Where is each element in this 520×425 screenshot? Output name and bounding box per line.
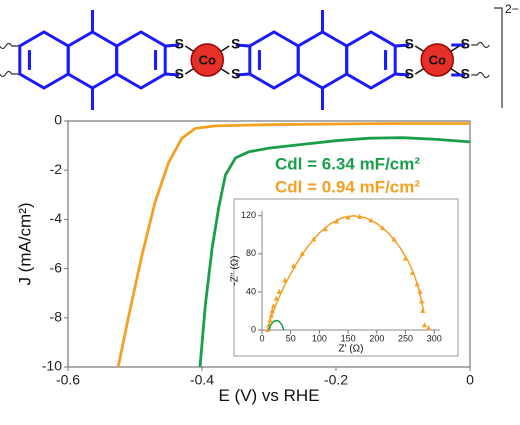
y-tick-label: 120 xyxy=(241,210,256,220)
y-tick-label: -6 xyxy=(50,259,63,275)
y-tick-label: -8 xyxy=(50,309,63,325)
series-line xyxy=(268,319,285,331)
x-tick-label: -0.4 xyxy=(190,372,214,388)
y-tick-label: -4 xyxy=(50,210,63,226)
point xyxy=(299,250,305,256)
x-tick-label: 0 xyxy=(466,372,474,388)
cobalt-label: Co xyxy=(429,52,446,67)
x-axis-label: E (V) vs RHE xyxy=(218,386,319,405)
y-axis-label: -Z'' (Ω) xyxy=(230,255,241,285)
sulfur-label: S xyxy=(461,36,470,52)
cobalt xyxy=(190,43,224,77)
x-axis-label: Z' (Ω) xyxy=(339,344,364,355)
point xyxy=(425,325,432,331)
x-tick-label: -0.2 xyxy=(324,372,348,388)
charge: 2− xyxy=(505,2,519,16)
y-tick-label: -10 xyxy=(42,358,62,374)
ring xyxy=(248,30,300,90)
ring xyxy=(296,30,349,90)
wavy-bond xyxy=(0,42,20,50)
x-tick-label: 300 xyxy=(427,333,442,343)
ring xyxy=(66,30,119,90)
series-line xyxy=(266,215,425,331)
x-tick-label: -0.6 xyxy=(56,372,80,388)
series-line xyxy=(198,136,471,368)
point xyxy=(421,322,428,328)
cobalt-label: Co xyxy=(199,52,216,67)
sulfur-label: S xyxy=(405,36,414,52)
legend-entry: Cdl = 0.94 mF/cm² xyxy=(275,177,420,196)
bond xyxy=(165,72,180,77)
wavy-bond xyxy=(471,41,490,49)
sulfur-label: S xyxy=(175,36,184,52)
molecule xyxy=(0,10,490,110)
ring xyxy=(345,30,397,90)
y-tick-label: -2 xyxy=(50,161,63,177)
legend-entry: Cdl = 6.34 mF/cm² xyxy=(275,154,420,173)
ring xyxy=(18,30,70,90)
sulfur-label: S xyxy=(175,66,184,82)
plot-frame xyxy=(67,120,471,368)
y-axis-label: J (mA/cm²) xyxy=(15,202,34,285)
bracket xyxy=(494,7,503,108)
y-tick-label: 0 xyxy=(54,112,62,128)
x-tick-label: 50 xyxy=(286,333,296,343)
sulfur-label: S xyxy=(461,66,470,82)
y-tick-label: 40 xyxy=(246,286,256,296)
x-tick-label: 0 xyxy=(259,333,264,343)
sulfur-label: S xyxy=(231,36,240,52)
sulfur-label: S xyxy=(231,66,240,82)
x-tick-label: 100 xyxy=(312,333,327,343)
ring xyxy=(115,30,167,90)
wavy-bond xyxy=(471,71,490,79)
bond xyxy=(395,72,410,77)
bond xyxy=(235,43,250,48)
cobalt xyxy=(420,43,454,77)
x-tick-label: 200 xyxy=(369,333,384,343)
bond xyxy=(395,43,410,48)
sulfur-label: S xyxy=(405,66,414,82)
series-line xyxy=(116,122,470,368)
x-tick-label: 250 xyxy=(398,333,413,343)
y-tick-label: 80 xyxy=(246,248,256,258)
bond xyxy=(165,43,180,48)
y-tick-label: 0 xyxy=(251,324,256,334)
bond xyxy=(235,72,250,77)
x-tick-label: 150 xyxy=(341,333,356,343)
wavy-bond xyxy=(0,70,20,78)
